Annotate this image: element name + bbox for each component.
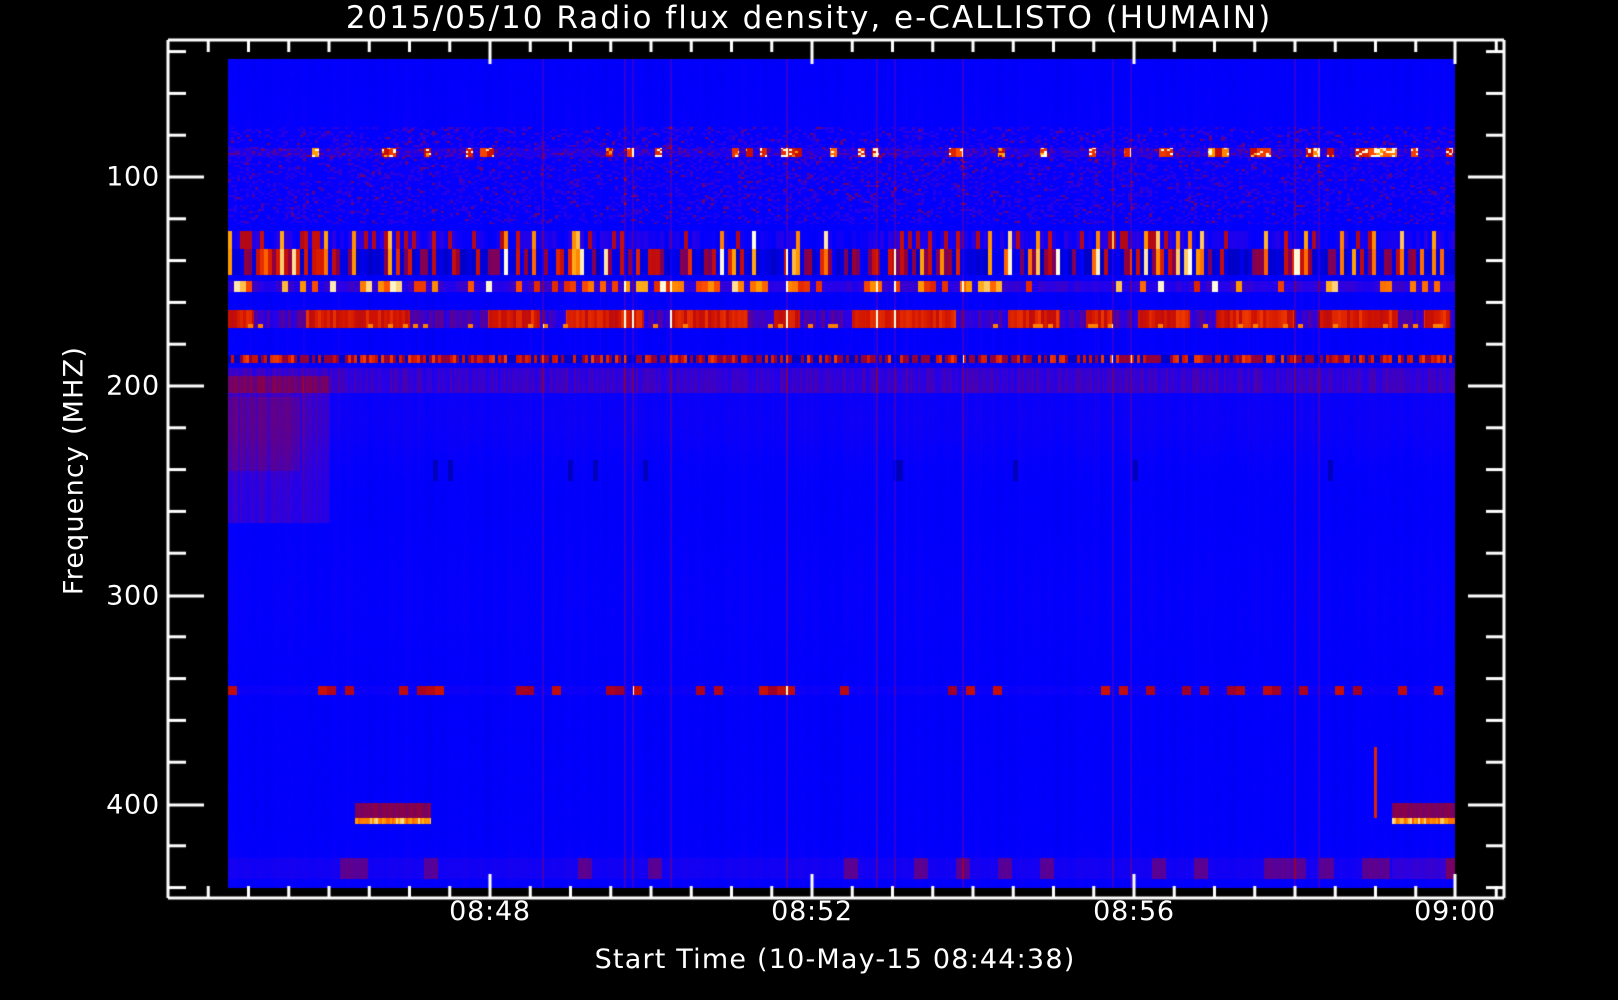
y-tick-label: 400 bbox=[106, 789, 160, 821]
x-tick-label: 08:48 bbox=[449, 896, 531, 927]
y-tick-label: 300 bbox=[106, 580, 160, 612]
y-tick-label: 100 bbox=[106, 161, 160, 193]
x-tick-label: 08:52 bbox=[771, 896, 853, 927]
y-tick-label: 200 bbox=[106, 370, 160, 402]
x-axis-title: Start Time (10-May-15 08:44:38) bbox=[594, 944, 1076, 975]
x-tick-label: 09:00 bbox=[1414, 896, 1496, 927]
x-tick-label: 08:56 bbox=[1093, 896, 1175, 927]
page-title: 2015/05/10 Radio flux density, e-CALLIST… bbox=[345, 0, 1273, 36]
y-axis-title: Frequency (MHZ) bbox=[58, 345, 90, 596]
